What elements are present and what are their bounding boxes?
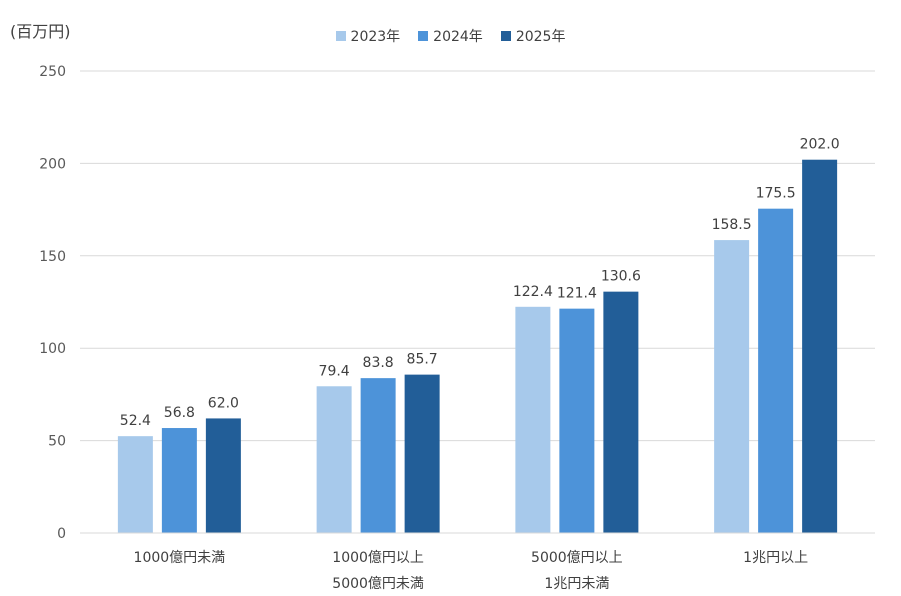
bar-2025年-3: [802, 159, 838, 534]
legend-label-2025: 2025年: [515, 29, 566, 45]
data-label-2023年-2: 122.4: [513, 284, 553, 300]
x-tick-label-3-0: 1兆円以上: [743, 550, 808, 566]
legend-label-2023: 2023年: [350, 29, 401, 45]
bar-2023年-2: [515, 306, 551, 533]
bar-2024年-2: [559, 308, 595, 533]
y-tick-label-200: 200: [39, 156, 66, 172]
legend-swatch-2025: [500, 31, 511, 41]
data-label-2023年-1: 79.4: [319, 363, 350, 379]
data-label-2025年-3: 202.0: [800, 137, 840, 153]
bar-2025年-0: [205, 418, 241, 533]
data-label-2025年-1: 85.7: [407, 352, 438, 368]
bar-2024年-0: [161, 428, 197, 533]
y-unit-label: (百万円): [10, 22, 71, 41]
data-label-2025年-0: 62.0: [208, 395, 239, 411]
y-tick-label-150: 150: [39, 249, 66, 265]
x-tick-label-2-1: 1兆円未満: [544, 576, 609, 592]
bar-2024年-1: [360, 378, 396, 533]
legend-swatch-2024: [418, 31, 429, 41]
legend-item-2025: 2025年: [500, 26, 566, 46]
legend-item-2024: 2024年: [418, 26, 483, 46]
y-tick-label-0: 0: [57, 526, 66, 542]
x-tick-label-1-0: 1000億円以上: [332, 550, 424, 566]
legend-item-2023: 2023年: [335, 26, 401, 46]
data-label-2024年-1: 83.8: [363, 355, 394, 371]
data-label-2024年-3: 175.5: [756, 186, 796, 202]
data-label-2023年-0: 52.4: [120, 413, 151, 429]
bar-2023年-3: [714, 240, 750, 534]
y-tick-label-250: 250: [39, 64, 66, 80]
y-tick-label-50: 50: [48, 434, 66, 450]
legend-swatch-2023: [335, 31, 346, 41]
x-tick-label-2-0: 5000億円以上: [531, 550, 623, 566]
data-label-2024年-0: 56.8: [164, 405, 195, 421]
data-label-2025年-2: 130.6: [601, 269, 641, 285]
bar-2025年-2: [603, 291, 639, 533]
bar-2023年-0: [117, 436, 153, 533]
bar-2023年-1: [316, 386, 352, 533]
y-tick-label-100: 100: [39, 341, 66, 357]
bar-2025年-1: [404, 374, 440, 533]
bar-2024年-3: [758, 208, 794, 533]
data-label-2023年-3: 158.5: [712, 217, 752, 233]
data-label-2024年-2: 121.4: [557, 286, 597, 302]
x-tick-label-1-1: 5000億円未満: [332, 576, 424, 592]
x-tick-label-0-0: 1000億円未満: [134, 550, 226, 566]
legend-label-2024: 2024年: [433, 29, 483, 45]
legend: 2023年 2024年 2025年: [0, 26, 901, 46]
